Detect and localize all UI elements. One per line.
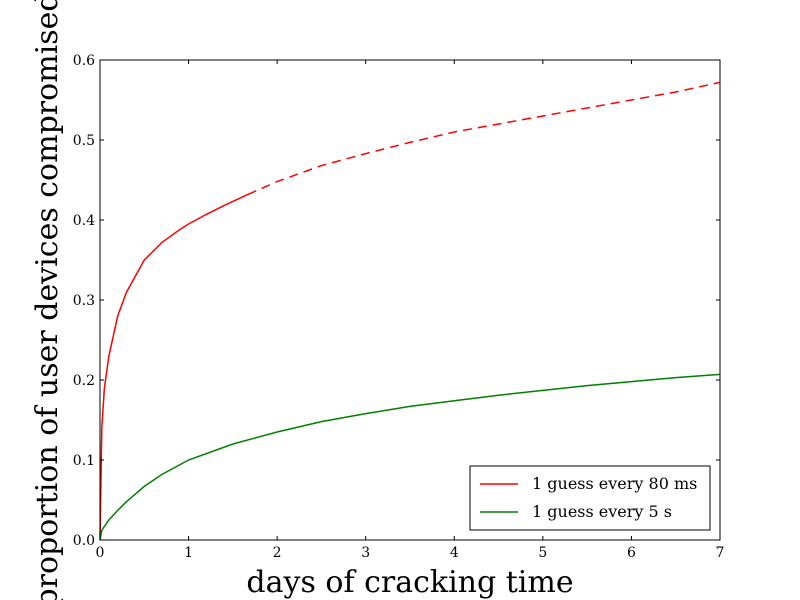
series-0-line-solid xyxy=(99,193,249,541)
x-axis-title: days of cracking time xyxy=(246,565,573,600)
x-tick-label: 3 xyxy=(361,545,370,561)
y-tick-label: 0.2 xyxy=(73,373,95,389)
x-tick-label: 6 xyxy=(627,545,636,561)
x-tick-label: 0 xyxy=(96,545,105,561)
x-tick-label: 7 xyxy=(716,545,725,561)
y-tick-label: 0.5 xyxy=(73,133,95,149)
plot-marks xyxy=(99,81,721,541)
x-tick-label: 1 xyxy=(184,545,193,561)
legend-label-5s: 1 guess every 5 s xyxy=(532,502,672,521)
y-tick-label: 0.1 xyxy=(73,453,95,469)
y-tick-label: 0.0 xyxy=(73,533,95,549)
series-1-line xyxy=(99,373,721,541)
axis-ticks: 0 1 2 3 4 5 6 7 0.0 0.1 0.2 0.3 0.4 0.5 0.6 xyxy=(73,53,725,561)
y-tick-label: 0.6 xyxy=(73,53,95,69)
y-tick-label: 0.4 xyxy=(73,213,95,229)
legend-box xyxy=(469,465,711,531)
y-tick-label: 0.3 xyxy=(73,293,95,309)
legend: 1 guess every 80 ms 1 guess every 5 s xyxy=(469,465,711,531)
x-tick-label: 5 xyxy=(538,545,547,561)
x-tick-label: 2 xyxy=(273,545,282,561)
y-axis-title: proportion of user devices compromised xyxy=(30,0,65,600)
x-tick-label: 4 xyxy=(450,545,459,561)
legend-label-80ms: 1 guess every 80 ms xyxy=(532,474,697,493)
series-0-line-dashed xyxy=(247,81,721,196)
